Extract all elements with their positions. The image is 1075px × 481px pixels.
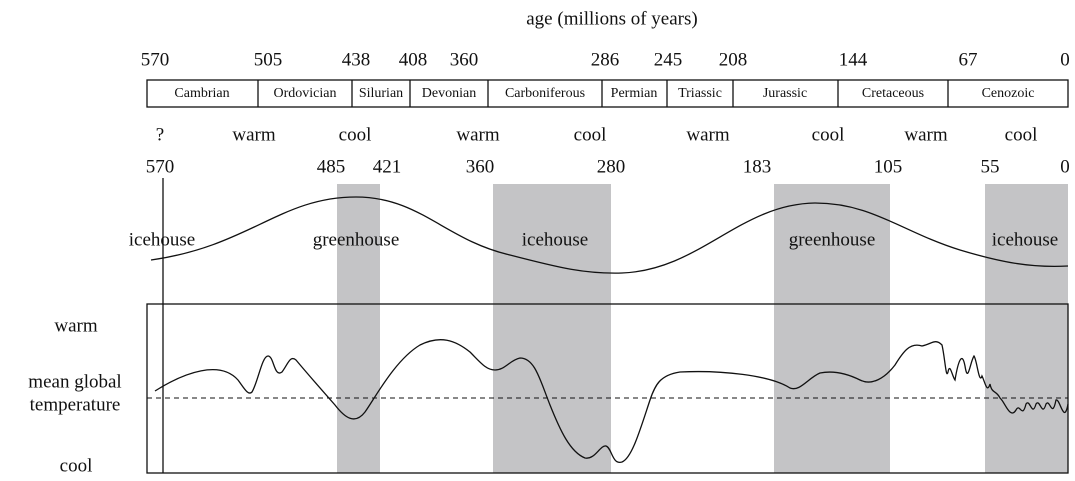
period-name: Ordovician bbox=[274, 86, 337, 101]
cycle-age: 183 bbox=[743, 156, 772, 177]
period-name: Carboniferous bbox=[505, 86, 585, 101]
axis-label: temperature bbox=[30, 394, 121, 415]
climate-label: cool bbox=[339, 124, 372, 145]
age-label: 438 bbox=[342, 49, 371, 70]
cycle-label: greenhouse bbox=[789, 229, 876, 250]
cycle-label: icehouse bbox=[522, 229, 588, 250]
age-label: 245 bbox=[654, 49, 683, 70]
cycle-label: greenhouse bbox=[313, 229, 400, 250]
cycle-label: icehouse bbox=[992, 229, 1058, 250]
climate-label: ? bbox=[156, 124, 164, 145]
period-name: Cenozoic bbox=[982, 86, 1035, 101]
age-label: 144 bbox=[839, 49, 868, 70]
cycle-age: 485 bbox=[317, 156, 346, 177]
period-name: Triassic bbox=[678, 86, 722, 101]
cool-band bbox=[774, 184, 890, 473]
climate-label: warm bbox=[456, 124, 499, 145]
cycle-age: 421 bbox=[373, 156, 402, 177]
climate-label: cool bbox=[812, 124, 845, 145]
cycle-age: 280 bbox=[597, 156, 626, 177]
cool-band bbox=[337, 184, 380, 473]
cycle-age: 570 bbox=[146, 156, 175, 177]
temperature-panel bbox=[146, 303, 1069, 474]
cool-band bbox=[493, 184, 611, 473]
climate-label: warm bbox=[686, 124, 729, 145]
axis-label: mean global bbox=[28, 371, 121, 392]
age-label: 360 bbox=[450, 49, 479, 70]
cycle-label: icehouse bbox=[129, 229, 195, 250]
period-dividers bbox=[257, 80, 949, 107]
age-label: 408 bbox=[399, 49, 428, 70]
period-name: Cambrian bbox=[174, 86, 229, 101]
cycle-age: 0 bbox=[1060, 156, 1070, 177]
age-label: 286 bbox=[591, 49, 620, 70]
temperature-curve bbox=[154, 339, 1069, 463]
age-label: 67 bbox=[959, 49, 978, 70]
period-name: Jurassic bbox=[763, 86, 807, 101]
cycle-curve bbox=[150, 196, 1069, 274]
period-name: Cretaceous bbox=[862, 86, 924, 101]
period-name: Permian bbox=[611, 86, 658, 101]
climate-label: cool bbox=[574, 124, 607, 145]
cycle-age: 105 bbox=[874, 156, 903, 177]
age-label: 505 bbox=[254, 49, 283, 70]
cycle-age: 55 bbox=[981, 156, 1000, 177]
climate-label: cool bbox=[1005, 124, 1038, 145]
title: age (millions of years) bbox=[526, 8, 697, 29]
cool-band bbox=[985, 184, 1068, 473]
axis-label: cool bbox=[60, 455, 93, 476]
climate-label: warm bbox=[904, 124, 947, 145]
axis-label: warm bbox=[54, 315, 97, 336]
cycle-age: 360 bbox=[466, 156, 495, 177]
age-label: 570 bbox=[141, 49, 170, 70]
period-name: Silurian bbox=[359, 86, 403, 101]
climate-label: warm bbox=[232, 124, 275, 145]
period-name: Devonian bbox=[422, 86, 476, 101]
age-label: 208 bbox=[719, 49, 748, 70]
period-box bbox=[146, 79, 1069, 108]
age-label: 0 bbox=[1060, 49, 1070, 70]
